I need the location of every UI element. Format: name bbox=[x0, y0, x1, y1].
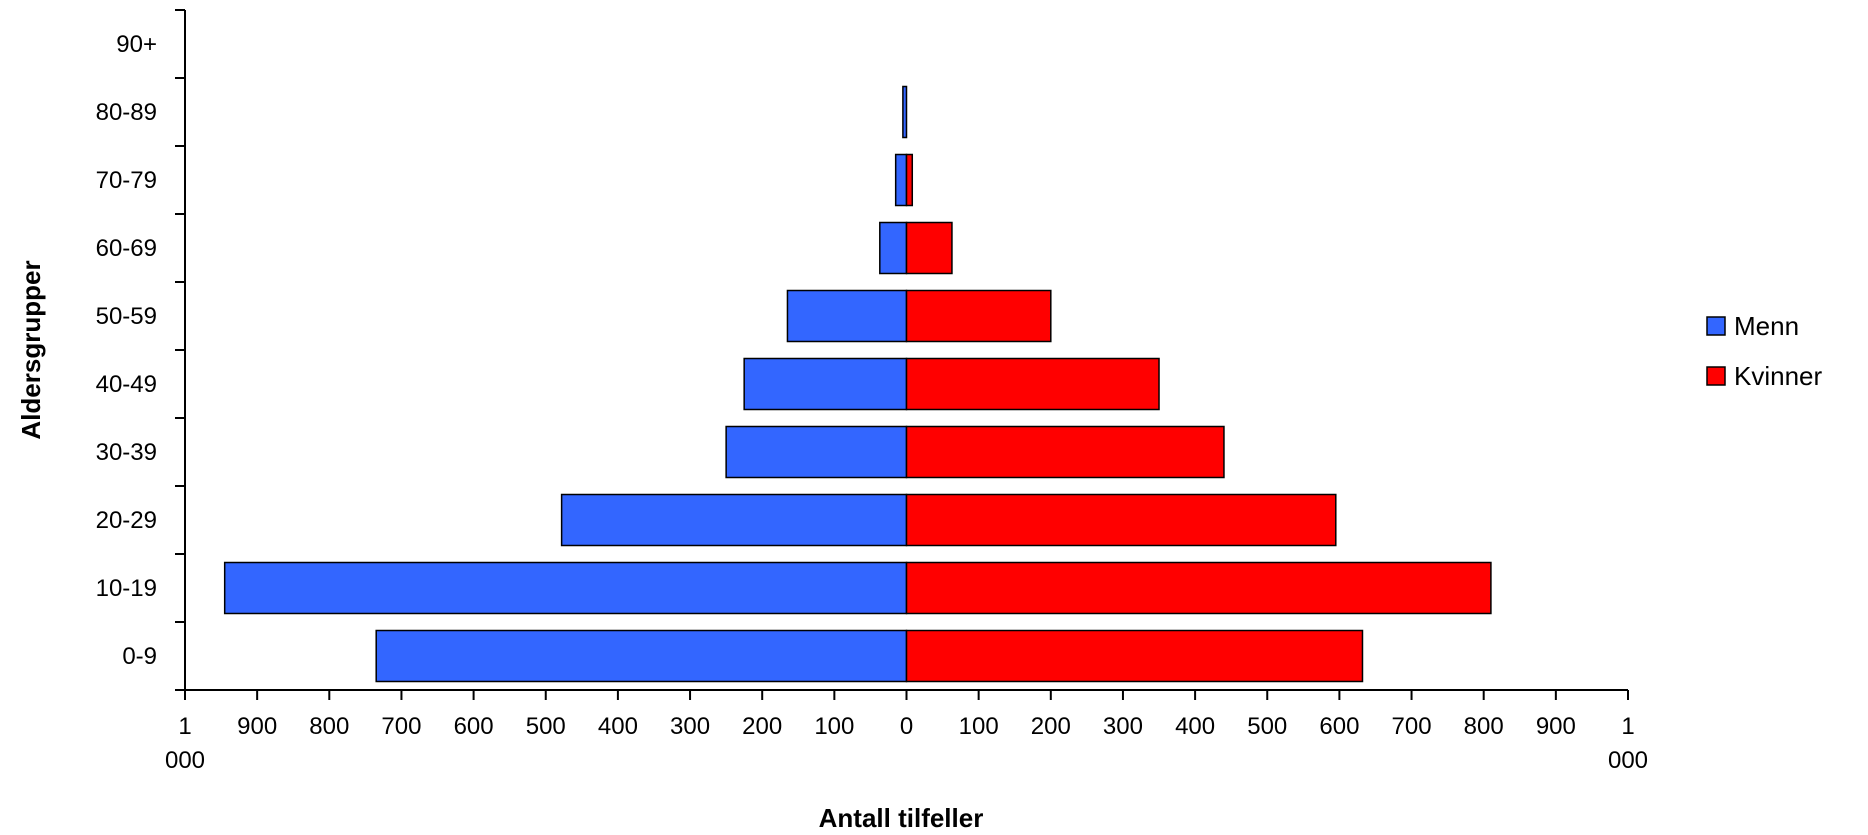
y-tick-label: 50-59 bbox=[96, 303, 157, 330]
x-tick-label: 200 bbox=[742, 713, 782, 740]
x-tick-label: 900 bbox=[1536, 713, 1576, 740]
bar-kvinner-10-19 bbox=[905, 561, 1492, 615]
bar-menn-60-69 bbox=[879, 221, 908, 275]
y-axis-title: Aldersgrupper bbox=[16, 260, 46, 439]
x-tick-label: 600 bbox=[454, 713, 494, 740]
y-tick-label: 40-49 bbox=[96, 371, 157, 398]
x-tick-label: 800 bbox=[1464, 713, 1504, 740]
bar-menn-20-29 bbox=[560, 493, 908, 547]
x-tick-label: 500 bbox=[526, 713, 566, 740]
bar-menn-70-79 bbox=[894, 153, 908, 207]
x-tick-label: 300 bbox=[1103, 713, 1143, 740]
bar-menn-30-39 bbox=[725, 425, 908, 479]
bar-menn-0-9 bbox=[375, 629, 908, 683]
y-tick-label: 20-29 bbox=[96, 507, 157, 534]
bar-kvinner-60-69 bbox=[905, 221, 953, 275]
x-tick-label: 500 bbox=[1247, 713, 1287, 740]
bar-kvinner-0-9 bbox=[905, 629, 1364, 683]
y-tick-labels: 0-9 10-19 20-29 30-39 40-49 50-59 60-69 70-79 80… bbox=[96, 31, 157, 670]
bar-menn-80-89 bbox=[902, 85, 908, 139]
ticks-group bbox=[175, 9, 1629, 700]
legend: Menn Kvinner bbox=[1706, 311, 1822, 391]
x-tick-label: 100 bbox=[959, 713, 999, 740]
bars-group bbox=[223, 85, 1492, 683]
y-tick-label: 90+ bbox=[116, 31, 157, 58]
x-tick-label: 1 000 bbox=[165, 713, 205, 774]
x-axis-title: Antall tilfeller bbox=[819, 803, 984, 833]
x-tick-label: 800 bbox=[309, 713, 349, 740]
bar-menn-40-49 bbox=[743, 357, 908, 411]
y-tick-label: 70-79 bbox=[96, 167, 157, 194]
y-tick-label: 0-9 bbox=[122, 643, 157, 670]
legend-label-menn: Menn bbox=[1734, 311, 1799, 341]
y-tick-label: 80-89 bbox=[96, 99, 157, 126]
x-tick-label: 400 bbox=[598, 713, 638, 740]
bar-kvinner-40-49 bbox=[905, 357, 1160, 411]
legend-label-kvinner: Kvinner bbox=[1734, 361, 1822, 391]
x-tick-label: 200 bbox=[1031, 713, 1071, 740]
x-tick-label: 600 bbox=[1319, 713, 1359, 740]
x-tick-label: 900 bbox=[237, 713, 277, 740]
x-tick-label: 0 bbox=[900, 713, 913, 740]
bar-menn-50-59 bbox=[786, 289, 908, 343]
x-tick-label: 700 bbox=[381, 713, 421, 740]
bar-kvinner-30-39 bbox=[905, 425, 1225, 479]
legend-swatch-kvinner bbox=[1706, 366, 1726, 386]
y-tick-label: 30-39 bbox=[96, 439, 157, 466]
x-tick-label: 300 bbox=[670, 713, 710, 740]
bar-kvinner-50-59 bbox=[905, 289, 1052, 343]
x-tick-label: 100 bbox=[814, 713, 854, 740]
x-tick-label: 1 000 bbox=[1608, 713, 1648, 774]
bar-menn-10-19 bbox=[223, 561, 908, 615]
x-tick-label: 700 bbox=[1392, 713, 1432, 740]
bar-kvinner-70-79 bbox=[905, 153, 914, 207]
legend-swatch-menn bbox=[1706, 316, 1726, 336]
x-tick-label: 400 bbox=[1175, 713, 1215, 740]
y-tick-label: 10-19 bbox=[96, 575, 157, 602]
bar-kvinner-20-29 bbox=[905, 493, 1337, 547]
y-tick-label: 60-69 bbox=[96, 235, 157, 262]
